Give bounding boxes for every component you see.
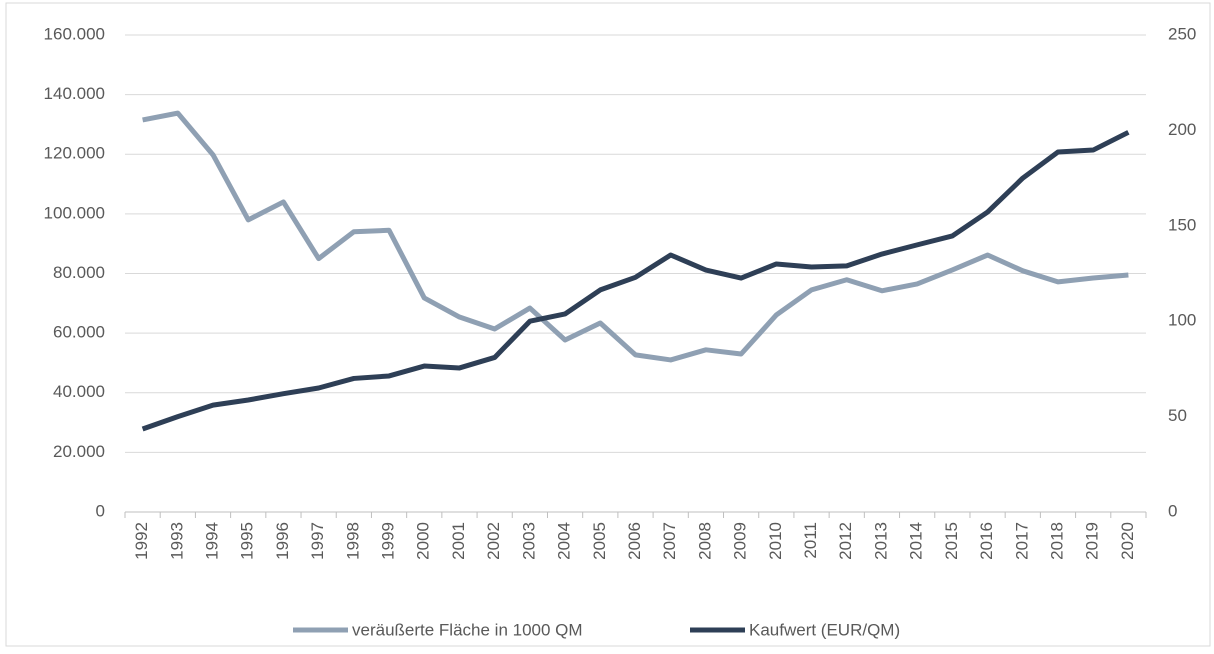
x-tick-label: 1995: [238, 522, 257, 560]
x-tick-label: 2001: [449, 522, 468, 560]
y2-tick-label: 200: [1168, 120, 1196, 139]
y-tick-label: 0: [96, 501, 105, 520]
x-tick-label: 2006: [625, 522, 644, 560]
x-tick-label: 1999: [379, 522, 398, 560]
x-tick-label: 2007: [660, 522, 679, 560]
x-tick-label: 2020: [1118, 522, 1137, 560]
chart-border: [5, 2, 1211, 647]
x-tick-label: 2002: [484, 522, 503, 560]
y-tick-label: 80.000: [53, 263, 105, 282]
x-tick-label: 2004: [555, 522, 574, 560]
x-tick-label: 2005: [590, 522, 609, 560]
y-tick-label: 100.000: [44, 203, 105, 222]
x-tick-label: 2019: [1083, 522, 1102, 560]
x-tick-label: 2013: [871, 522, 890, 560]
x-tick-label: 2011: [801, 522, 820, 559]
legend-label: veräußerte Fläche in 1000 QM: [352, 620, 583, 639]
x-tick-label: 1997: [308, 522, 327, 560]
x-tick-label: 2016: [977, 522, 996, 560]
x-tick-label: 2000: [414, 522, 433, 560]
x-tick-label: 1993: [167, 522, 186, 560]
x-tick-label: 2012: [836, 522, 855, 560]
y-tick-label: 160.000: [44, 24, 105, 43]
y2-tick-label: 50: [1168, 406, 1187, 425]
y-tick-label: 40.000: [53, 382, 105, 401]
y2-tick-label: 100: [1168, 311, 1196, 330]
x-tick-label: 1998: [343, 522, 362, 560]
x-tick-label: 1992: [132, 522, 151, 560]
x-tick-label: 2010: [766, 522, 785, 560]
y2-tick-label: 0: [1168, 501, 1177, 520]
x-tick-label: 2015: [942, 522, 961, 560]
y-tick-label: 60.000: [53, 323, 105, 342]
x-tick-label: 1994: [203, 522, 222, 560]
y-tick-label: 20.000: [53, 442, 105, 461]
x-tick-label: 2003: [519, 522, 538, 560]
y-tick-label: 120.000: [44, 144, 105, 163]
series-line: [141, 130, 1130, 432]
legend-label: Kaufwert (EUR/QM): [749, 620, 900, 639]
x-tick-label: 2017: [1012, 522, 1031, 560]
x-tick-label: 2018: [1047, 522, 1066, 560]
y2-tick-label: 150: [1168, 215, 1196, 234]
y2-tick-label: 250: [1168, 24, 1196, 43]
x-tick-label: 1996: [273, 522, 292, 560]
x-tick-label: 2008: [695, 522, 714, 560]
x-tick-label: 2009: [731, 522, 750, 560]
x-tick-label: 2014: [907, 522, 926, 560]
series-line: [142, 110, 1129, 363]
y-tick-label: 140.000: [44, 84, 105, 103]
